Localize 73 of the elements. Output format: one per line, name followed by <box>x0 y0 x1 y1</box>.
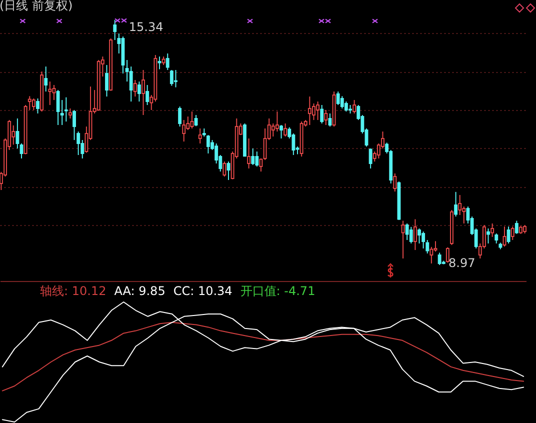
candlestick <box>454 191 458 218</box>
candlestick <box>64 96 68 122</box>
candlestick <box>458 194 462 216</box>
candlestick <box>352 100 356 114</box>
candlestick <box>328 112 332 128</box>
candlestick <box>206 134 210 154</box>
candlestick <box>393 172 397 192</box>
text: 轴线: 10.12 <box>40 284 106 298</box>
candlestick <box>336 91 340 106</box>
candlestick <box>502 226 506 248</box>
candlestick <box>113 20 117 40</box>
candlestick <box>32 98 36 110</box>
candlestick <box>226 161 230 180</box>
candlestick <box>446 246 450 264</box>
candlestick <box>190 111 194 129</box>
candlestick <box>324 110 328 126</box>
candlestick <box>72 110 76 140</box>
series-label: AA: 9.85 <box>114 284 166 298</box>
chart-title: (日线 前复权) <box>0 0 73 12</box>
candlestick <box>405 222 409 240</box>
candlestick <box>438 252 442 266</box>
annotation: 15.34 <box>128 20 164 34</box>
candlestick <box>275 111 279 132</box>
candlestick <box>170 70 174 86</box>
candlestick <box>133 80 137 98</box>
text: 开口值: -4.71 <box>240 284 316 298</box>
candlestick <box>182 120 186 142</box>
annotation: 8.97 <box>448 256 476 270</box>
candlestick <box>137 81 141 102</box>
candlestick <box>514 220 518 234</box>
candlestick <box>174 70 178 88</box>
candlestick <box>44 66 48 92</box>
candlestick <box>510 226 514 240</box>
candlestick <box>20 142 24 159</box>
candlestick <box>494 232 498 244</box>
candlestick <box>430 246 434 264</box>
candlestick <box>68 108 72 119</box>
candlestick <box>129 66 133 102</box>
candlestick <box>255 151 259 168</box>
candlestick <box>340 96 344 109</box>
candlestick <box>178 106 182 128</box>
candlestick <box>413 218 417 250</box>
candlestick <box>490 222 494 238</box>
candlestick <box>12 124 16 146</box>
candlestick <box>506 226 510 244</box>
candlestick <box>194 114 198 127</box>
candlestick <box>105 64 108 98</box>
candlestick <box>280 124 283 139</box>
candlestick <box>146 84 150 106</box>
candlestick <box>422 231 426 249</box>
candlestick <box>56 90 60 126</box>
candlestick <box>312 102 316 120</box>
candlestick <box>166 52 170 70</box>
candlestick <box>222 161 226 178</box>
candlestick <box>198 128 202 144</box>
candlestick <box>16 118 20 149</box>
candlestick <box>251 148 255 166</box>
candlestick <box>247 138 251 169</box>
candlestick <box>316 101 320 120</box>
candlestick <box>368 148 372 169</box>
candlestick <box>409 226 413 244</box>
series-label: CC: 10.34 <box>173 284 232 298</box>
candlestick <box>344 101 348 112</box>
candlestick <box>36 98 40 114</box>
candlestick <box>418 228 421 244</box>
candlestick <box>284 122 288 138</box>
candlestick <box>486 228 490 244</box>
candlestick <box>320 104 324 124</box>
candlestick <box>48 81 52 106</box>
candlestick <box>158 56 162 70</box>
candlestick <box>308 96 312 126</box>
candlestick <box>142 70 145 116</box>
candlestick <box>434 240 438 252</box>
